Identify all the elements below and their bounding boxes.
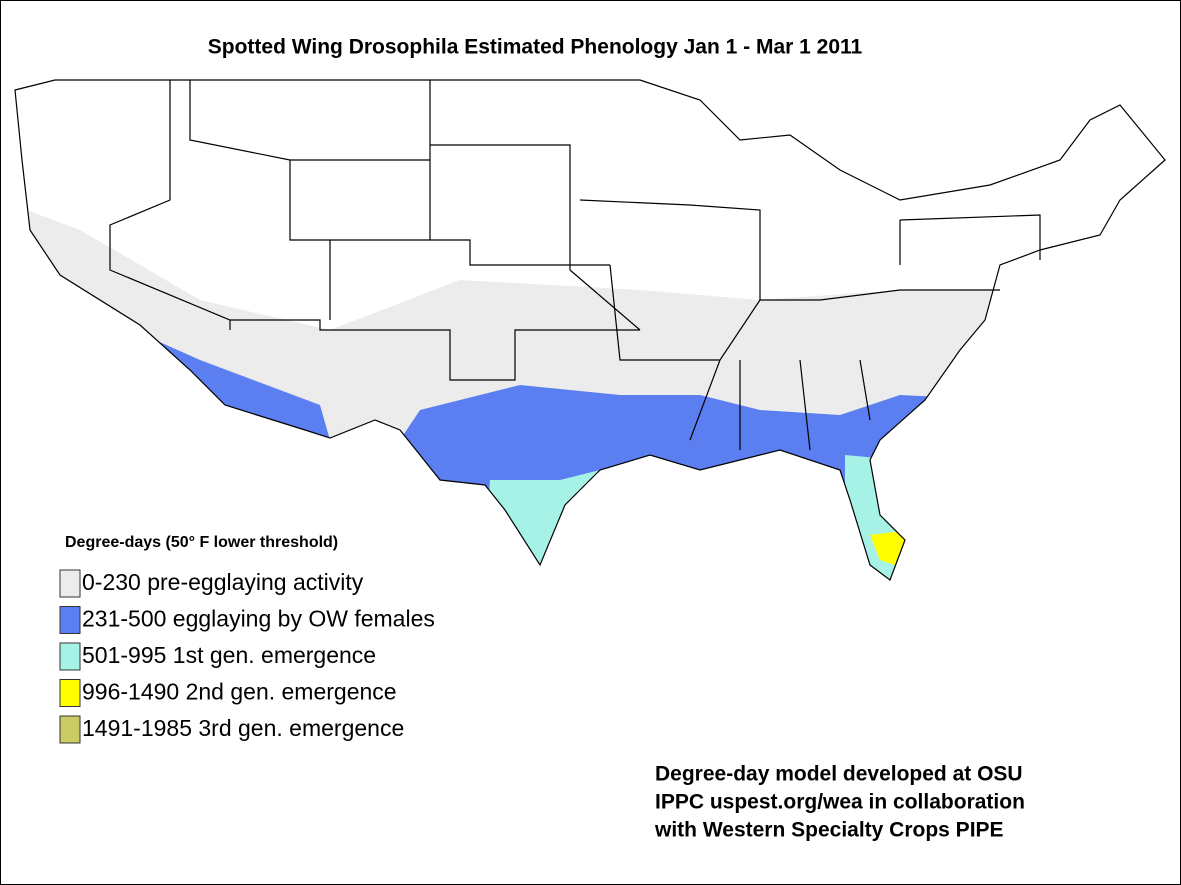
legend-label: 231-500 egglaying by OW females [82,606,435,632]
map-title: Spotted Wing Drosophila Estimated Phenol… [208,36,863,59]
state-lines [109,80,1041,451]
legend-label: 501-995 1st gen. emergence [82,642,376,668]
legend-title: Degree-days (50° F lower threshold) [65,534,338,551]
legend-label: 996-1490 2nd gen. emergence [82,679,397,705]
legend-label: 1491-1985 3rd gen. emergence [82,715,404,741]
legend-swatch [59,642,81,671]
legend-swatch [59,606,81,634]
legend-swatch [59,569,81,598]
legend-label: 0-230 pre-egglaying activity [82,569,364,595]
credit-line: Degree-day model developed at OSU [655,763,1023,786]
legend-swatch [59,715,81,744]
credit-line: IPPC uspest.org/wea in collaboration [655,791,1025,814]
legend-swatch [59,679,81,707]
credit-line: with Western Specialty Crops PIPE [654,819,1004,842]
